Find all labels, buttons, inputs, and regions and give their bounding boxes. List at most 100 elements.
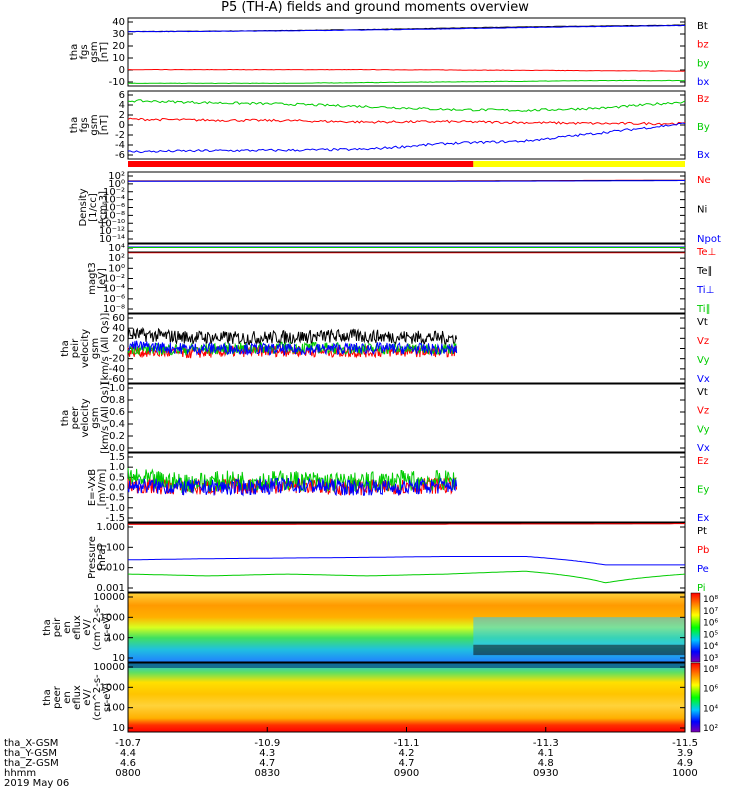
- colorbar-tick-label: 10⁴: [703, 642, 718, 652]
- panel-frame: [127, 17, 686, 87]
- mode-bar-fast-survey: [473, 161, 685, 167]
- series-by: [128, 79, 686, 85]
- y-tick-label: 10⁻¹⁰: [99, 218, 125, 229]
- x-axis-tick-value: 4.4: [120, 748, 136, 759]
- legend-entry: Bt: [697, 21, 708, 32]
- x-axis-row-label: tha_Z-GSM: [4, 758, 59, 769]
- y-axis-label-line: gsm: [90, 407, 101, 428]
- series-Bx: [127, 122, 686, 154]
- x-axis-tick-value: 4.7: [259, 758, 275, 769]
- y-axis-label: Pressure[nPa]: [87, 536, 108, 579]
- x-axis-date: 2019 May 06: [4, 778, 69, 789]
- panel-peer-eflux: 10⁸ 10⁶ 10⁴ 10² 10000 1000 100 10 thapeereneflux…: [42, 662, 718, 734]
- y-tick-label: 0.2: [109, 431, 125, 442]
- y-axis-label-line: E=-VxB: [87, 469, 98, 506]
- y-axis-label-line: fgs: [79, 44, 90, 59]
- y-tick-label: 10⁻²: [103, 187, 125, 198]
- legend-entry: bz: [697, 40, 709, 51]
- legend-entry: Ez: [697, 456, 709, 467]
- y-tick-label: 0.0: [109, 483, 125, 494]
- x-axis-tick-value: 4.2: [399, 748, 415, 759]
- y-tick-label: -60: [109, 374, 125, 385]
- x-axis-tick-value: -10.7: [115, 738, 141, 749]
- spectrogram-peer-eflux: [128, 663, 685, 732]
- y-tick-label: 10⁻⁸: [103, 304, 125, 315]
- y-axis-label-line: eflux: [72, 685, 83, 710]
- y-axis-label: thapeervelocitygsm[km/s (All Qs)]: [60, 382, 111, 454]
- y-axis-label-line: peer: [70, 406, 81, 430]
- y-axis-label: E=-VxB[mV/m]: [87, 469, 108, 507]
- series-By: [127, 99, 686, 112]
- panel-frame: [127, 171, 686, 244]
- y-axis-label-line: velocity: [80, 329, 91, 368]
- y-tick-label: -4: [115, 140, 125, 151]
- legend-entry: Vz: [697, 406, 709, 417]
- legend-pressure: Pt Pb Pe Pi: [697, 526, 709, 594]
- x-axis-tick-value: 0830: [255, 768, 280, 779]
- y-tick-label: 0.001: [96, 583, 125, 594]
- legend-entry: Pt: [697, 526, 707, 537]
- y-axis-label-line: fgs: [79, 117, 90, 132]
- y-tick-label: 0: [119, 65, 125, 76]
- x-axis-tick-value: 4.6: [120, 758, 136, 769]
- panel-peir-eflux: 10⁸10⁷10⁶10⁵10⁴10³10000100010010thapeire…: [42, 592, 718, 664]
- panel-peer-velocity: 1.00.80.60.40.20.0thapeervelocitygsm[km/…: [60, 382, 710, 454]
- y-axis-label-line: [nT]: [99, 115, 110, 135]
- y-tick-label: 0.8: [109, 395, 125, 406]
- y-tick-label: 10²: [108, 171, 125, 182]
- y-axis-label-line: gsm: [90, 338, 101, 359]
- y-tick-label: 0.0: [109, 443, 125, 454]
- legend-temperature: Te⊥ Te∥ Ti⊥ Ti∥: [696, 247, 716, 315]
- series-bx: [127, 24, 686, 33]
- legend-entry: By: [697, 122, 710, 133]
- y-tick-label: 10⁻¹²: [99, 226, 125, 237]
- legend-entry: Ti∥: [696, 304, 711, 315]
- x-axis-tick-value: 4.1: [538, 748, 554, 759]
- legend-entry: Ne: [697, 175, 711, 186]
- y-tick-label: 10⁻⁴: [103, 284, 125, 295]
- y-axis-label-line: (cm^2-s-: [92, 604, 103, 651]
- series-Npot: [128, 180, 685, 182]
- y-tick-label: 0.5: [109, 472, 125, 483]
- y-tick-label: 0.4: [109, 419, 125, 430]
- colorbar-scale: [690, 662, 701, 733]
- y-tick-label: 2: [119, 110, 125, 121]
- y-tick-label: -20: [109, 354, 125, 365]
- spectrogram-feature: [473, 617, 685, 649]
- y-axis-label-line: tha: [60, 410, 71, 426]
- series-Vx: [127, 340, 458, 357]
- colorbar-peer-eflux: 10⁸ 10⁶ 10⁴ 10²: [690, 662, 718, 734]
- series-Ex: [127, 476, 458, 497]
- legend-entry: by: [697, 58, 709, 69]
- y-tick-label: -2: [115, 130, 125, 141]
- legend-entry: Pi: [697, 583, 706, 594]
- x-axis-tick-value: 0930: [533, 768, 558, 779]
- y-tick-label: -40: [109, 364, 125, 375]
- legend-efield: Ez Ey Ex: [697, 456, 709, 524]
- y-tick-label: 0.010: [96, 563, 125, 574]
- legend-entry: Vx: [697, 443, 710, 454]
- y-tick-label: -6: [115, 150, 125, 161]
- series-Pi: [128, 570, 686, 584]
- legend-entry: Vt: [697, 317, 708, 328]
- y-tick-label: 0: [119, 120, 125, 131]
- legend-entry: Vx: [697, 374, 710, 385]
- legend-entry: Te⊥: [696, 247, 716, 258]
- y-axis-label: thafgsgsm[nT]: [69, 41, 110, 62]
- x-axis-tick-value: 0900: [394, 768, 419, 779]
- y-tick-label: 10: [112, 53, 125, 64]
- y-axis-label-line: tha: [69, 44, 80, 60]
- series-Pb: [128, 523, 685, 525]
- y-axis-label: magt3[eV]: [87, 262, 108, 295]
- y-tick-label: 6: [119, 90, 125, 101]
- y-tick-label: 1.000: [96, 522, 125, 533]
- y-tick-label: 10⁻⁶: [103, 203, 125, 214]
- y-axis-label: thapeirvelocitygsm[km/s (All Qs)]: [60, 313, 111, 385]
- y-axis-label-line: tha: [69, 117, 80, 133]
- series-Vy: [127, 341, 458, 356]
- colorbar-tick-label: 10⁴: [703, 704, 718, 714]
- x-axis-tick-value: -11.5: [672, 738, 698, 749]
